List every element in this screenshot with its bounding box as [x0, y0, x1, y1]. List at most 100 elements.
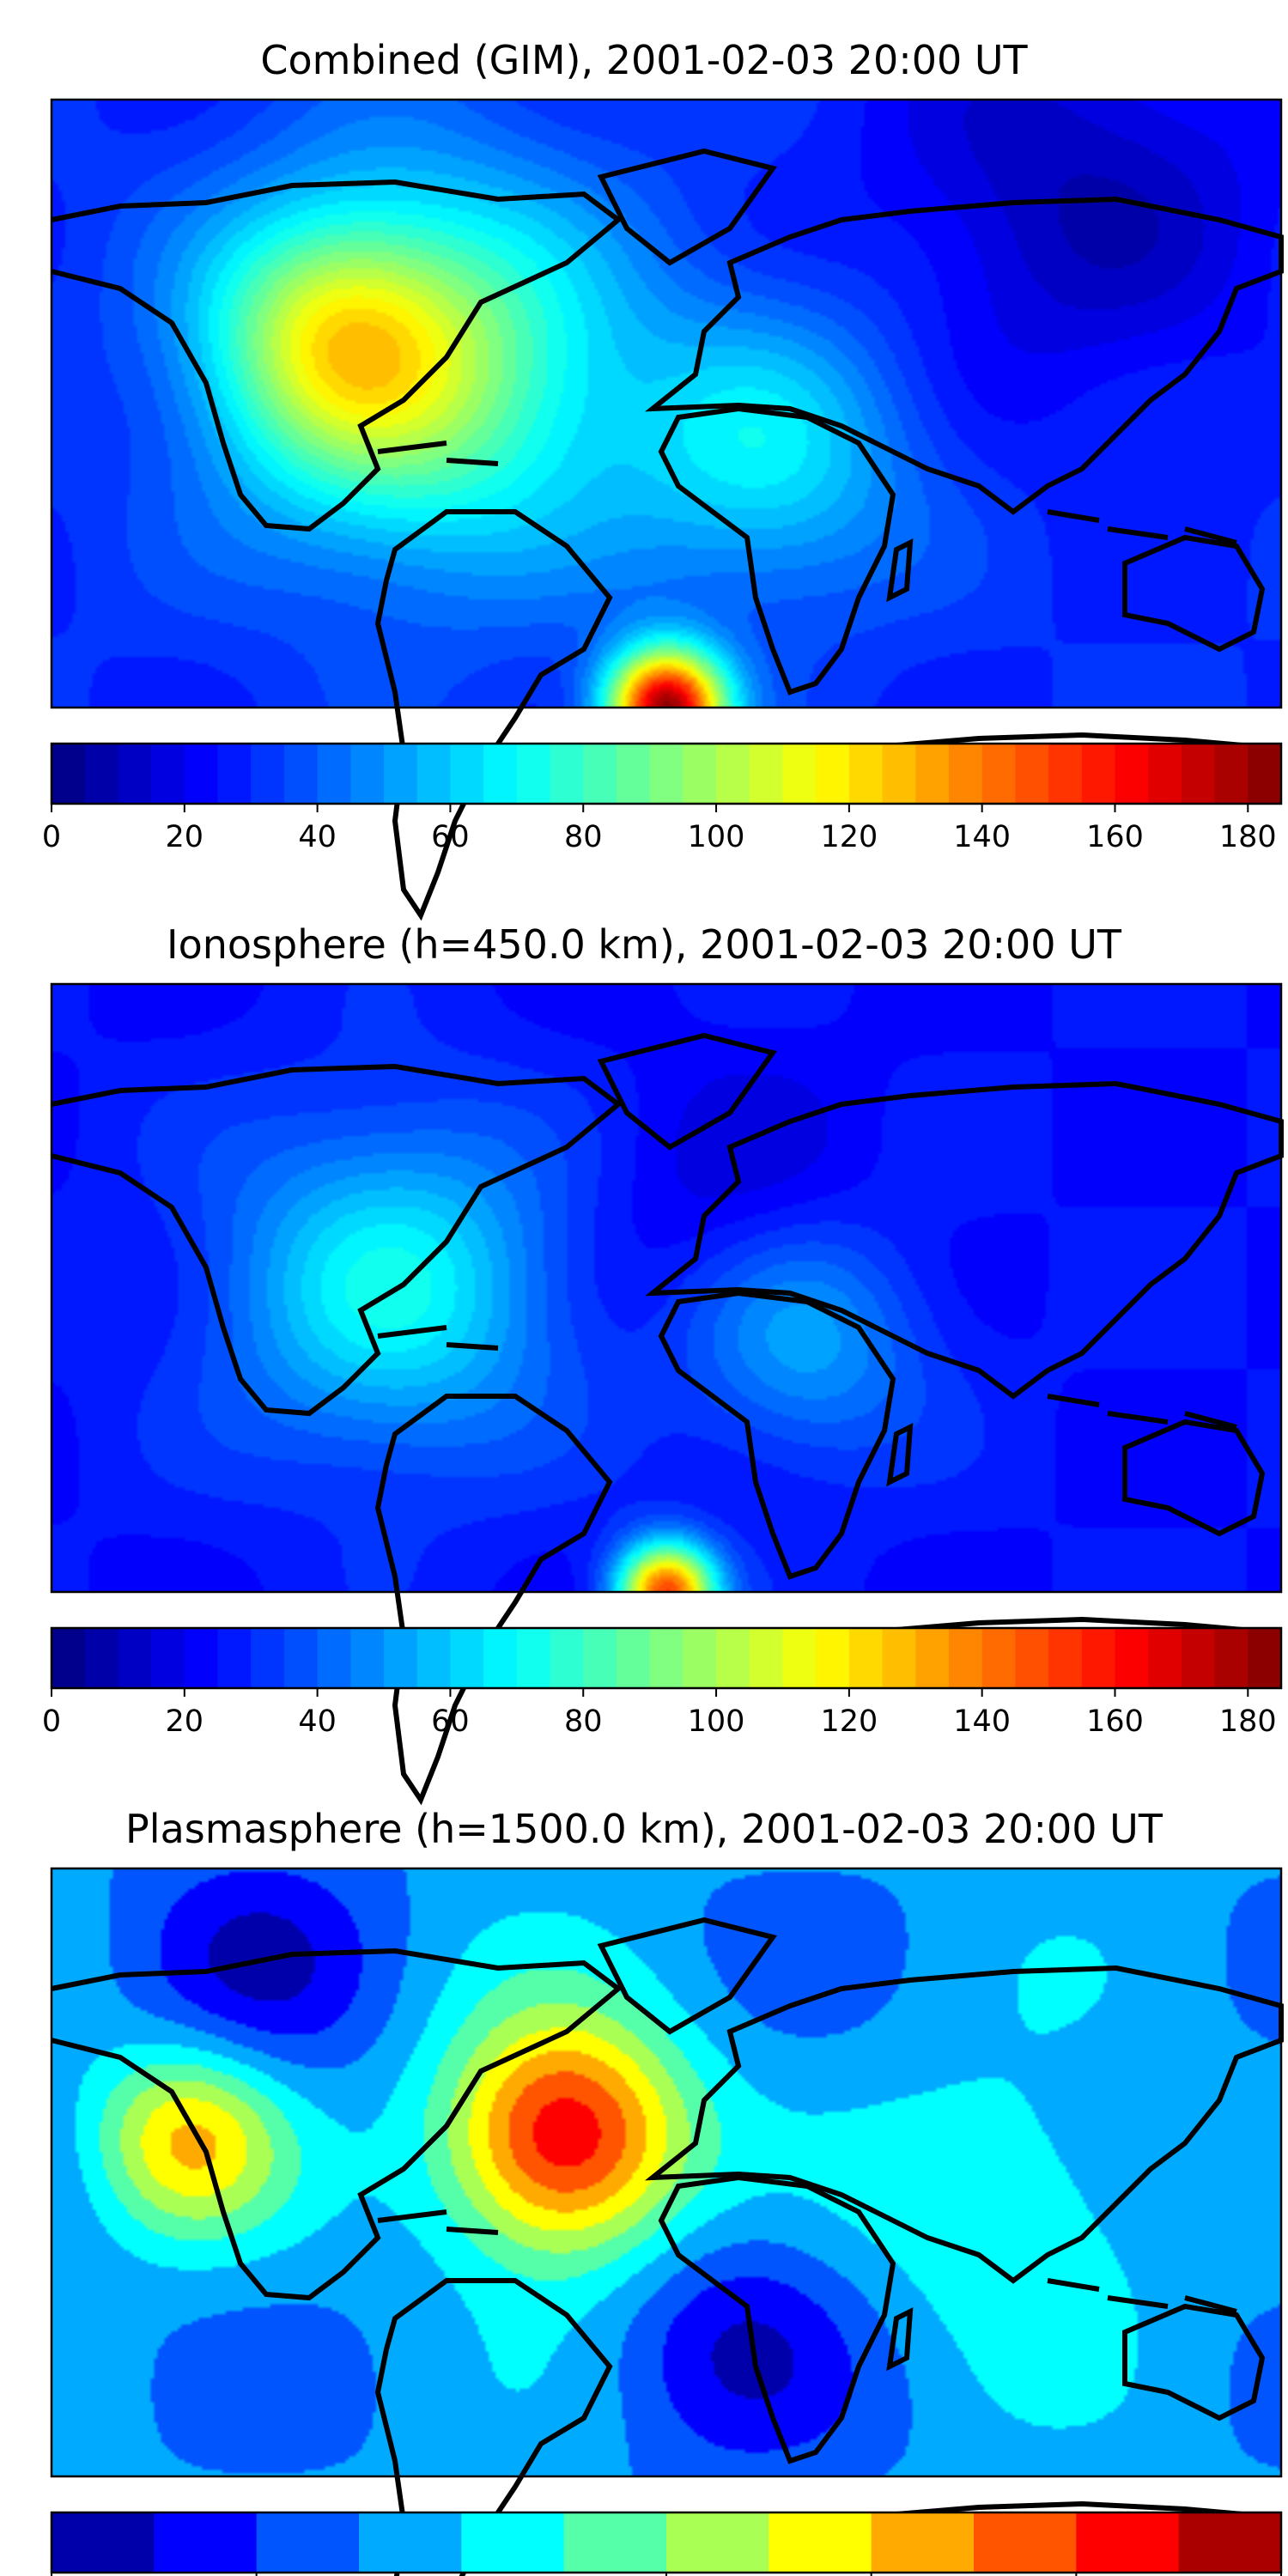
colorbar-tick-label: 140 — [953, 820, 1011, 854]
colorbar-level — [84, 1628, 118, 1688]
colorbar-level — [151, 744, 185, 804]
colorbar-level — [550, 744, 584, 804]
colorbar-level — [450, 1628, 484, 1688]
colorbar-level — [749, 1628, 784, 1688]
colorbar-level — [563, 2512, 667, 2573]
colorbar-level — [782, 744, 817, 804]
colorbar-level — [769, 2512, 872, 2573]
colorbar-tick-label: 0 — [42, 820, 61, 854]
colorbar-level — [516, 744, 551, 804]
colorbar-level — [217, 744, 252, 804]
colorbar-tick-label: 140 — [953, 1704, 1011, 1739]
colorbar-level — [283, 744, 319, 804]
colorbar-tick-label: 80 — [564, 820, 603, 854]
colorbar-tick-label: 120 — [820, 1704, 878, 1739]
colorbar-level — [1115, 744, 1149, 804]
colorbar-level — [974, 2512, 1077, 2573]
colorbar-level — [816, 744, 850, 804]
colorbar-level — [154, 2512, 258, 2573]
colorbar-level — [84, 744, 118, 804]
colorbar-level — [716, 744, 750, 804]
colorbar-tick-label: 120 — [820, 820, 878, 854]
colorbar-tick-label: 40 — [298, 820, 337, 854]
panel-2-colorbar: 0 20 40 60 80 100 120 140 160 180 — [42, 1626, 1283, 1739]
colorbar-0-levels — [52, 744, 1282, 804]
heatmap-field — [52, 1868, 1281, 2476]
colorbar-tick-label: 180 — [1219, 820, 1277, 854]
panel-2-map — [50, 982, 1283, 1800]
colorbar-tick-label: 20 — [166, 1704, 204, 1739]
map-frame — [50, 1867, 1283, 2478]
colorbar-level — [1015, 744, 1049, 804]
colorbar-2-levels — [52, 2512, 1282, 2573]
panel-3-map — [50, 1867, 1283, 2576]
colorbar-level — [915, 744, 950, 804]
colorbar-level — [1048, 1628, 1083, 1688]
map-frame — [50, 98, 1283, 709]
colorbar-level — [871, 2512, 975, 2573]
panel-1-map — [50, 98, 1283, 915]
colorbar-tick-label: 180 — [1219, 1704, 1277, 1739]
colorbar-level — [882, 744, 916, 804]
colorbar-tick-label: 60 — [431, 820, 470, 854]
panel-1-colorbar: 0 20 40 60 80 100 120 140 160 180 — [42, 742, 1283, 854]
colorbar-tick-label: 100 — [688, 820, 745, 854]
colorbar-level — [683, 744, 717, 804]
panel-ionosphere: Ionosphere (h=450.0 km), 2001-02-03 20:0… — [42, 921, 1282, 1800]
colorbar-tick-label: 160 — [1086, 1704, 1144, 1739]
colorbar-level — [461, 2512, 565, 2573]
colorbar-1-levels — [52, 1628, 1282, 1688]
colorbar-level — [450, 744, 484, 804]
colorbar-level — [816, 1628, 850, 1688]
colorbar-level — [1076, 2512, 1180, 2573]
colorbar-level — [882, 1628, 916, 1688]
colorbar-0-ticks: 0 20 40 60 80 100 120 140 160 180 — [42, 804, 1277, 854]
colorbar-level — [749, 744, 784, 804]
colorbar-level — [583, 744, 617, 804]
colorbar-level — [616, 744, 651, 804]
colorbar-level — [359, 2512, 462, 2573]
colorbar-level — [649, 744, 683, 804]
colorbar-level — [782, 1628, 817, 1688]
colorbar-tick-label: 100 — [688, 1704, 745, 1739]
colorbar-tick-label: 160 — [1086, 820, 1144, 854]
colorbar-level — [184, 1628, 219, 1688]
colorbar-tick-label: 40 — [298, 1704, 337, 1739]
colorbar-level — [666, 2512, 769, 2573]
colorbar-level — [649, 1628, 683, 1688]
colorbar-level — [416, 744, 452, 804]
colorbar-level — [848, 1628, 884, 1688]
colorbar-level — [583, 1628, 617, 1688]
colorbar-level — [317, 1628, 351, 1688]
colorbar-level — [1081, 1628, 1116, 1688]
colorbar-level — [52, 2512, 155, 2573]
colorbar-level — [52, 744, 86, 804]
colorbar-level — [1048, 744, 1083, 804]
colorbar-level — [1115, 1628, 1149, 1688]
panel-1-title: Combined (GIM), 2001-02-03 20:00 UT — [260, 37, 1028, 83]
colorbar-frame — [50, 1626, 1283, 1690]
colorbar-level — [1181, 1628, 1216, 1688]
colorbar-level — [981, 1628, 1016, 1688]
colorbar-level — [616, 1628, 651, 1688]
colorbar-level — [1181, 744, 1216, 804]
colorbar-level — [317, 744, 351, 804]
colorbar-level — [217, 1628, 252, 1688]
colorbar-level — [1015, 1628, 1049, 1688]
colorbar-level — [118, 1628, 152, 1688]
colorbar-level — [251, 1628, 285, 1688]
colorbar-level — [1214, 744, 1249, 804]
colorbar-level — [550, 1628, 584, 1688]
colorbar-level — [981, 744, 1016, 804]
colorbar-level — [1248, 1628, 1282, 1688]
colorbar-tick-label: 20 — [166, 820, 204, 854]
map-frame — [50, 982, 1283, 1594]
heatmap-field — [52, 100, 1281, 708]
panel-3-colorbar: 051015202530 — [50, 2511, 1283, 2576]
colorbar-2-ticks: 051015202530 — [51, 2573, 1282, 2576]
colorbar-level — [1148, 744, 1182, 804]
colorbar-level — [516, 1628, 551, 1688]
colorbar-level — [118, 744, 152, 804]
colorbar-level — [716, 1628, 750, 1688]
